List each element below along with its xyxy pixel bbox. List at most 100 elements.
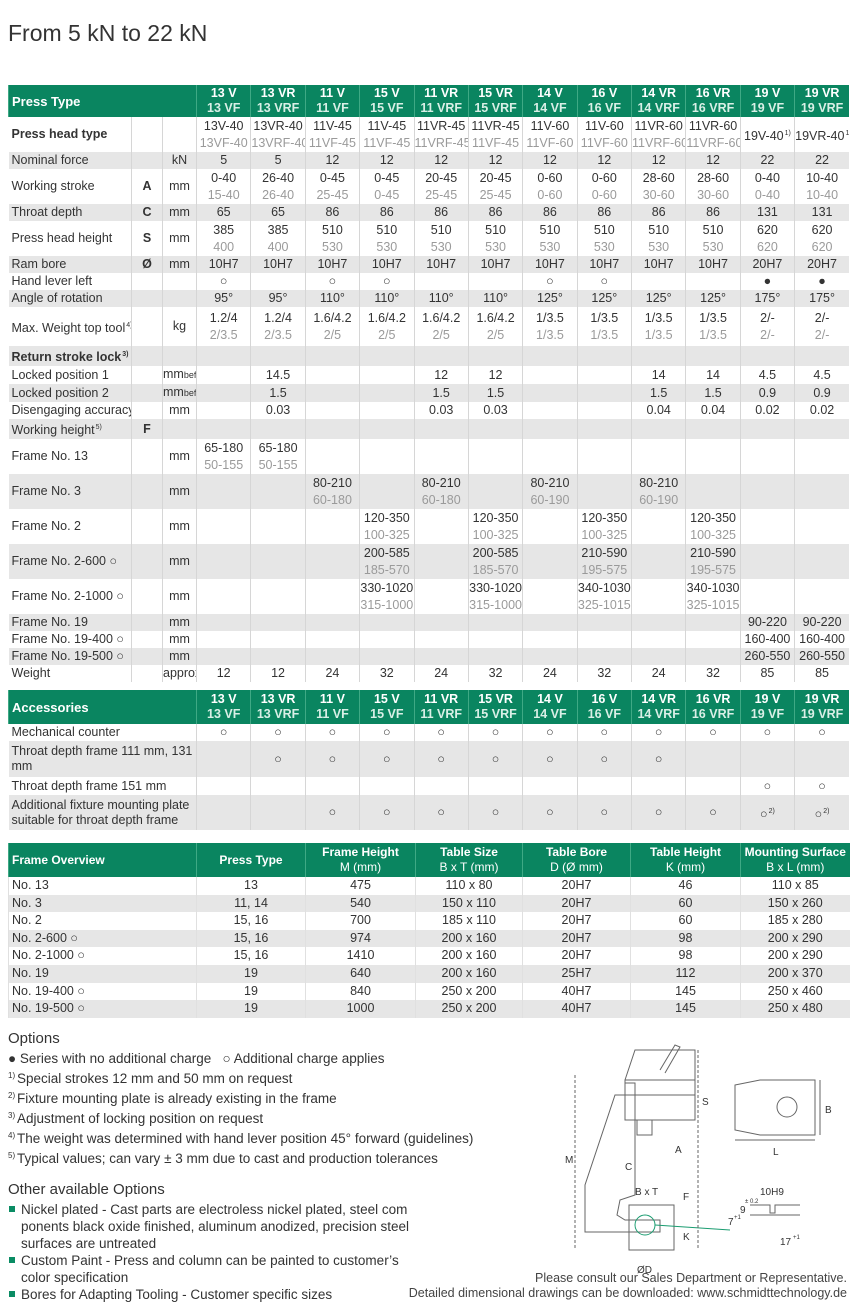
value-cell: 0.03 <box>467 402 523 419</box>
value-text: 11VF-45 <box>308 135 356 150</box>
value-text: 2/5 <box>323 327 342 342</box>
frame-value: 150 x 110 <box>415 894 523 913</box>
dimension-letter <box>131 631 163 648</box>
value-cell <box>576 384 632 402</box>
value-cell <box>794 741 849 777</box>
value-secondary: 2/5 <box>306 327 359 344</box>
value-cell <box>522 439 578 474</box>
column-header-primary: 15 VR <box>478 692 513 706</box>
value-primary: 0-45 <box>361 170 414 187</box>
other-option-text: Bores for Adapting Tooling - Customer sp… <box>21 1287 333 1302</box>
unit-cell: mm <box>162 544 197 579</box>
value-cell: 86 <box>522 204 578 221</box>
value-cell: ○ <box>576 741 632 777</box>
footnote-mark: 5) <box>8 1151 16 1160</box>
value-cell <box>359 777 414 795</box>
value-text: 0-60 <box>537 170 563 185</box>
value-cell <box>195 579 251 614</box>
value-text: 195-575 <box>581 562 628 577</box>
unit-note: bef. BDC <box>183 388 197 398</box>
value-primary: 510 <box>524 222 577 239</box>
value-secondary: 60-190 <box>633 492 686 509</box>
value-cell <box>630 544 686 579</box>
row-label-text: Throat depth <box>11 205 83 219</box>
frame-value: 20H7 <box>522 877 631 895</box>
row-label-text: Frame No. 2 <box>11 519 81 533</box>
value-cell: 0.04 <box>630 402 686 419</box>
footer: Please consult our Sales Department or R… <box>409 1271 847 1301</box>
value-cell: 11VR-45 11VRF-45 <box>413 117 469 152</box>
value-primary: 1.6/4.2 <box>415 310 468 327</box>
value-cell <box>522 419 578 439</box>
spec-row: Press head type 13V-40 13VF-40 13VR-40 13VRF… <box>9 117 849 152</box>
unit-text: mm <box>169 231 190 245</box>
value-text: 0-45 <box>374 187 400 202</box>
value-primary: 28-60 <box>633 170 686 187</box>
value-cell: ○ <box>195 724 251 741</box>
value-secondary: 11VF-60 <box>524 135 577 152</box>
value-cell: ○ <box>304 741 360 777</box>
value-primary: 65-180 <box>198 440 251 457</box>
value-cell: 22 <box>794 152 849 169</box>
value-cell: 19VR-401) <box>794 117 849 152</box>
value-cell: ○ <box>576 724 632 741</box>
frame-value: 98 <box>630 947 741 965</box>
value-text: 11VF-60 <box>526 135 574 150</box>
dimension-letter <box>131 152 163 169</box>
label-s: S <box>702 1097 709 1108</box>
value-cell: 65-180 50-155 <box>195 439 251 474</box>
accessory-label: Mechanical counter <box>11 725 120 739</box>
press-dimension-drawing: M S A C F K B x T ØD B L 10H9 9 ± 0.2 7 … <box>565 1044 832 1275</box>
column-header-15vr: 15 VR 15 VRF <box>467 690 523 724</box>
dimension-letter: S <box>131 221 163 256</box>
value-cell: ○2) <box>794 795 849 830</box>
dimension-letter <box>131 544 163 579</box>
frame-value: 20H7 <box>522 912 631 930</box>
value-cell: 10H7 <box>304 256 360 273</box>
frame-row: No. 19-400 ○ 19 840 250 x 200 40H7 145 250 x 4… <box>8 982 850 1001</box>
value-text: 510 <box>322 222 343 237</box>
value-cell <box>413 648 469 665</box>
value-cell <box>250 795 306 830</box>
value-text: 1/3.5 <box>699 310 727 325</box>
footnote-text: Special strokes 12 mm and 50 mm on reque… <box>17 1071 293 1086</box>
row-label-text: Frame No. 2-1000 ○ <box>11 589 124 603</box>
dimension-letter <box>131 665 163 682</box>
green-square-bullet-icon <box>9 1206 15 1212</box>
value-cell <box>576 474 632 509</box>
value-cell: 510 530 <box>576 221 632 256</box>
frame-header-unit: B x L (mm) <box>766 860 825 874</box>
value-text: 385 <box>213 222 235 237</box>
footer-download: Detailed dimensional drawings can be dow… <box>408 1286 847 1300</box>
value-text: 620 <box>811 222 833 237</box>
unit-text: mm <box>169 554 190 568</box>
value-primary: 11V-60 <box>524 118 577 135</box>
unit-cell <box>162 419 197 439</box>
row-label-text: Ram bore <box>11 257 67 271</box>
spec-row: Frame No. 2 mm 120-350 100-325 120-350 100-32… <box>9 509 849 544</box>
value-text: 0-45 <box>374 170 400 185</box>
value-cell <box>413 419 469 439</box>
unit-text: kN <box>171 153 188 167</box>
row-label: Working stroke <box>9 169 132 204</box>
value-secondary: 185-570 <box>469 562 522 579</box>
value-primary: 120-350 <box>687 510 740 527</box>
dimension-letter <box>131 402 163 419</box>
value-cell: ○ <box>739 724 795 741</box>
value-cell: ● <box>739 273 795 290</box>
value-cell: ○ <box>685 724 741 741</box>
value-primary: 210-590 <box>578 545 631 562</box>
spec-row: Return stroke lock3) <box>8 346 849 366</box>
value-text: 19V-40 <box>744 128 784 143</box>
value-cell <box>195 777 251 795</box>
value-cell: 110° <box>467 290 523 307</box>
row-label-text: Return stroke lock <box>11 350 122 364</box>
value-cell <box>359 631 414 648</box>
value-cell <box>685 741 741 777</box>
accessory-row: Mechanical counter ○ ○ ○ ○ ○ ○ ○ ○ ○ ○ ○ ○ <box>9 724 849 741</box>
value-secondary: 11VF-60 <box>578 135 631 152</box>
